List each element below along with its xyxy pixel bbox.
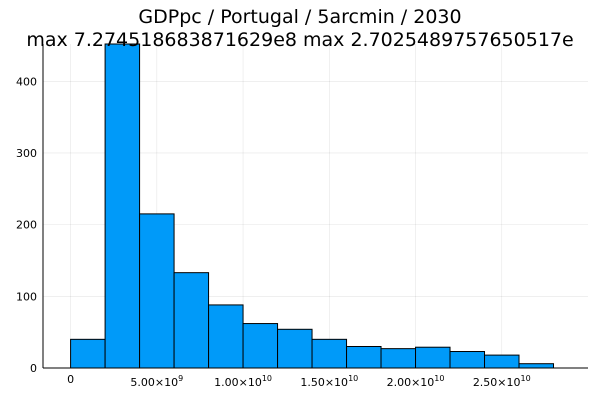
chart-subtitle: max 7.274518683871629e8 max 2.7025489757… xyxy=(26,29,573,51)
x-tick-labels: 0 5.00×109 1.00×1010 1.50×1010 2.00×1010 2.50… xyxy=(67,373,531,389)
bars xyxy=(70,43,555,369)
histogram-bar xyxy=(139,213,175,369)
histogram-bar xyxy=(70,338,106,369)
y-tick-label: 100 xyxy=(16,290,37,303)
histogram-bar xyxy=(415,346,451,369)
x-tick-label: 0 xyxy=(67,373,74,386)
x-tick-label: 1.00×1010 xyxy=(214,374,272,389)
histogram-bar xyxy=(449,351,486,369)
histogram-bar xyxy=(104,43,141,369)
chart-title: GDPpc / Portugal / 5arcmin / 2030 xyxy=(138,6,461,28)
histogram-bar xyxy=(484,354,520,369)
x-tick-label: 5.00×109 xyxy=(130,374,183,389)
y-tick-label: 0 xyxy=(30,362,37,375)
x-tick-mantissa: 1.00×10 xyxy=(214,376,262,389)
x-tick-exponent: 10 xyxy=(348,374,358,383)
x-tick-mantissa: 2.00×10 xyxy=(387,376,435,389)
x-tick-label: 2.00×1010 xyxy=(387,374,445,389)
histogram-bar xyxy=(346,345,382,369)
histogram-bar xyxy=(173,272,210,369)
x-tick-exponent: 10 xyxy=(262,374,272,383)
histogram-bar xyxy=(311,338,348,369)
axes xyxy=(42,44,588,369)
histogram-bar xyxy=(518,363,555,369)
x-tick-mantissa: 2.50×10 xyxy=(473,376,521,389)
x-tick-label: 2.50×1010 xyxy=(473,374,531,389)
x-tick-mantissa: 1.50×10 xyxy=(300,376,348,389)
x-tick-mantissa: 5.00×10 xyxy=(130,376,178,389)
y-tick-label: 300 xyxy=(16,147,37,160)
y-tick-label: 400 xyxy=(16,75,37,88)
y-tick-label: 200 xyxy=(16,219,37,232)
x-tick-exponent: 9 xyxy=(178,374,183,383)
x-tick-exponent: 10 xyxy=(521,374,531,383)
x-tick-mantissa: 0 xyxy=(67,373,74,386)
histogram-bar xyxy=(242,323,279,369)
x-tick-exponent: 10 xyxy=(434,374,444,383)
histogram-bar xyxy=(380,348,417,369)
histogram-bar xyxy=(277,328,313,369)
y-tick-labels: 0 100 200 300 400 xyxy=(16,75,37,375)
x-tick-label: 1.50×1010 xyxy=(300,374,358,389)
histogram-bar xyxy=(208,304,244,369)
